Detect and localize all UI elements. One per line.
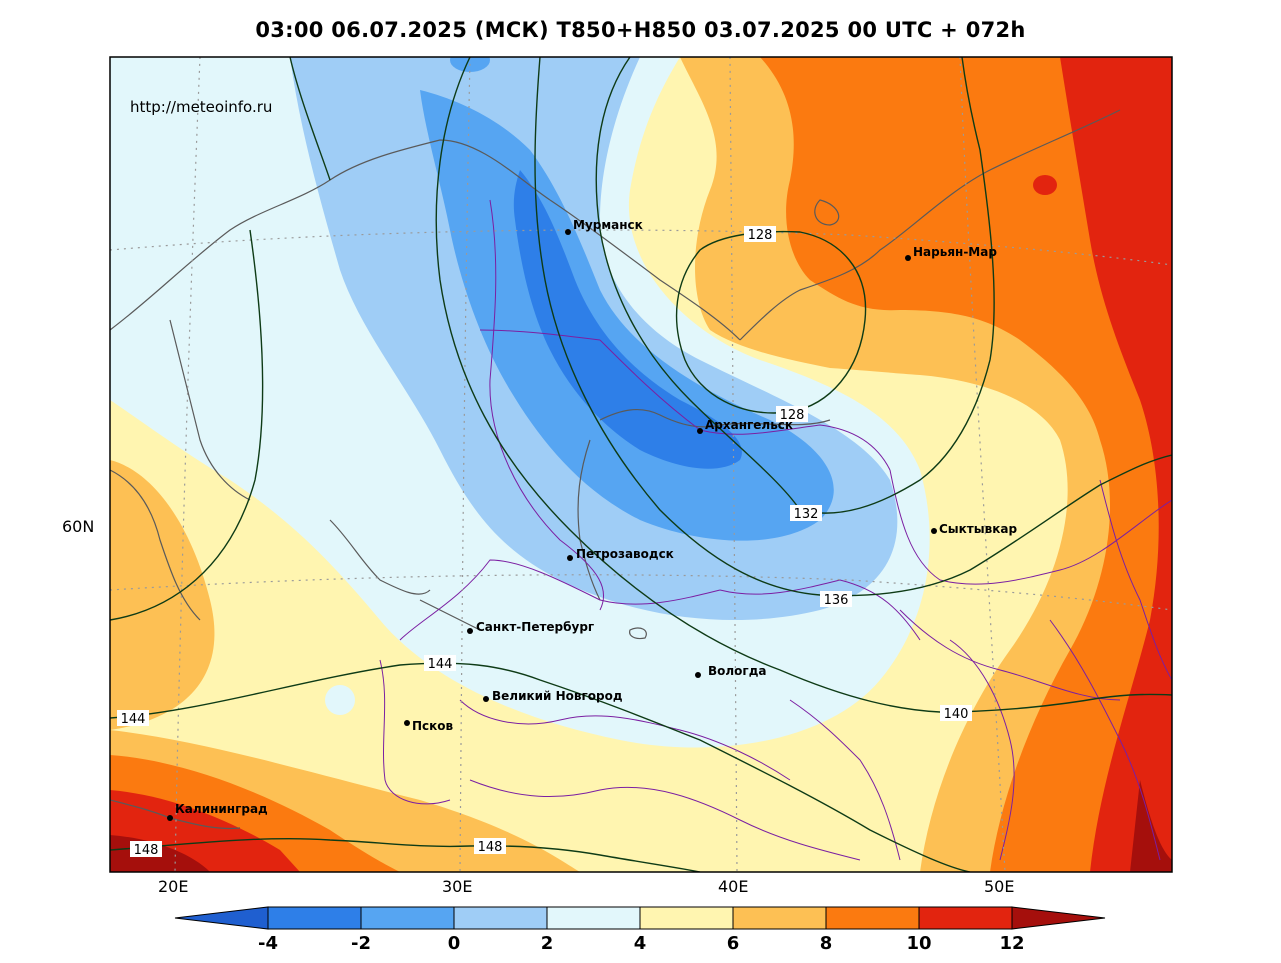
colorbar-min-arrow	[174, 906, 269, 930]
city-label-murmansk: Мурманск	[573, 218, 643, 232]
admin-borders	[379, 199, 1172, 861]
colorbar-swatch	[918, 906, 1013, 930]
colorbar-tick-label: 4	[634, 933, 647, 954]
colorbar-tick-label: 6	[727, 933, 740, 954]
lon-label-50e: 50E	[984, 877, 1014, 896]
lon-label-30e: 30E	[442, 877, 472, 896]
city-label-syktyvkar: Сыктывкар	[939, 522, 1017, 536]
colorbar-tick-label: -2	[351, 933, 371, 954]
city-label-vologda: Вологда	[708, 664, 766, 678]
city-dot	[483, 696, 489, 702]
contour-label: 128	[780, 408, 805, 423]
contour-label: 132	[794, 507, 819, 522]
colorbar-tick-label: 8	[820, 933, 833, 954]
colorbar-swatch	[267, 906, 362, 930]
city-label-arkhangelsk: Архангельск	[705, 418, 793, 432]
city-dot	[467, 628, 473, 634]
lat-label-60n: 60N	[62, 517, 94, 536]
city-dot	[695, 672, 701, 678]
colorbar-tick-label: 12	[999, 933, 1024, 954]
map-frame	[109, 56, 1173, 873]
graticule	[110, 57, 1172, 872]
city-dot	[931, 528, 937, 534]
contour-label: 148	[478, 840, 503, 855]
geopotential-contours	[110, 57, 1172, 872]
city-dot	[697, 428, 703, 434]
city-markers: Мурманск Нарьян-Мар Архангельск Сыктывка…	[167, 218, 1017, 821]
contour-label: 144	[428, 657, 453, 672]
colorbar-tick-label: -4	[258, 933, 278, 954]
contour-label: 140	[944, 707, 969, 722]
city-dot	[404, 720, 410, 726]
colorbar-swatch	[360, 906, 455, 930]
colorbar-swatch	[732, 906, 827, 930]
city-label-naryan-mar: Нарьян-Мар	[913, 245, 997, 259]
city-label-petrozavodsk: Петрозаводск	[576, 547, 674, 561]
colorbar-swatch	[825, 906, 920, 930]
contour-label: 136	[824, 593, 849, 608]
lon-label-40e: 40E	[718, 877, 748, 896]
contour-label: 144	[121, 712, 146, 727]
colorbar-swatch	[546, 906, 641, 930]
colorbar-tick-label: 10	[906, 933, 931, 954]
colorbar-max-arrow	[1011, 906, 1106, 930]
colorbar-tick-label: 0	[448, 933, 461, 954]
colorbar: -4 -2 0 2 4 6 8 10 12	[174, 906, 1106, 954]
city-label-veliky-novgorod: Великий Новгород	[492, 689, 623, 703]
city-label-kaliningrad: Калининград	[175, 802, 268, 816]
lon-label-20e: 20E	[158, 877, 188, 896]
contour-label-group: 128 128 132 136 140 144 144 148 148	[117, 226, 972, 858]
city-label-saint-petersburg: Санкт-Петербург	[476, 620, 594, 634]
city-dot	[905, 255, 911, 261]
colorbar-tick-label: 2	[541, 933, 554, 954]
city-dot	[567, 555, 573, 561]
source-url: http://meteoinfo.ru	[130, 98, 272, 116]
colorbar-swatch	[453, 906, 548, 930]
city-dot	[565, 229, 571, 235]
city-label-pskov: Псков	[412, 719, 454, 733]
temperature-field	[110, 57, 1172, 872]
map-title: 03:00 06.07.2025 (МСК) T850+H850 03.07.2…	[255, 18, 1026, 42]
contour-label: 128	[748, 228, 773, 243]
contour-label: 148	[134, 843, 159, 858]
colorbar-swatch	[639, 906, 734, 930]
city-dot	[167, 815, 173, 821]
